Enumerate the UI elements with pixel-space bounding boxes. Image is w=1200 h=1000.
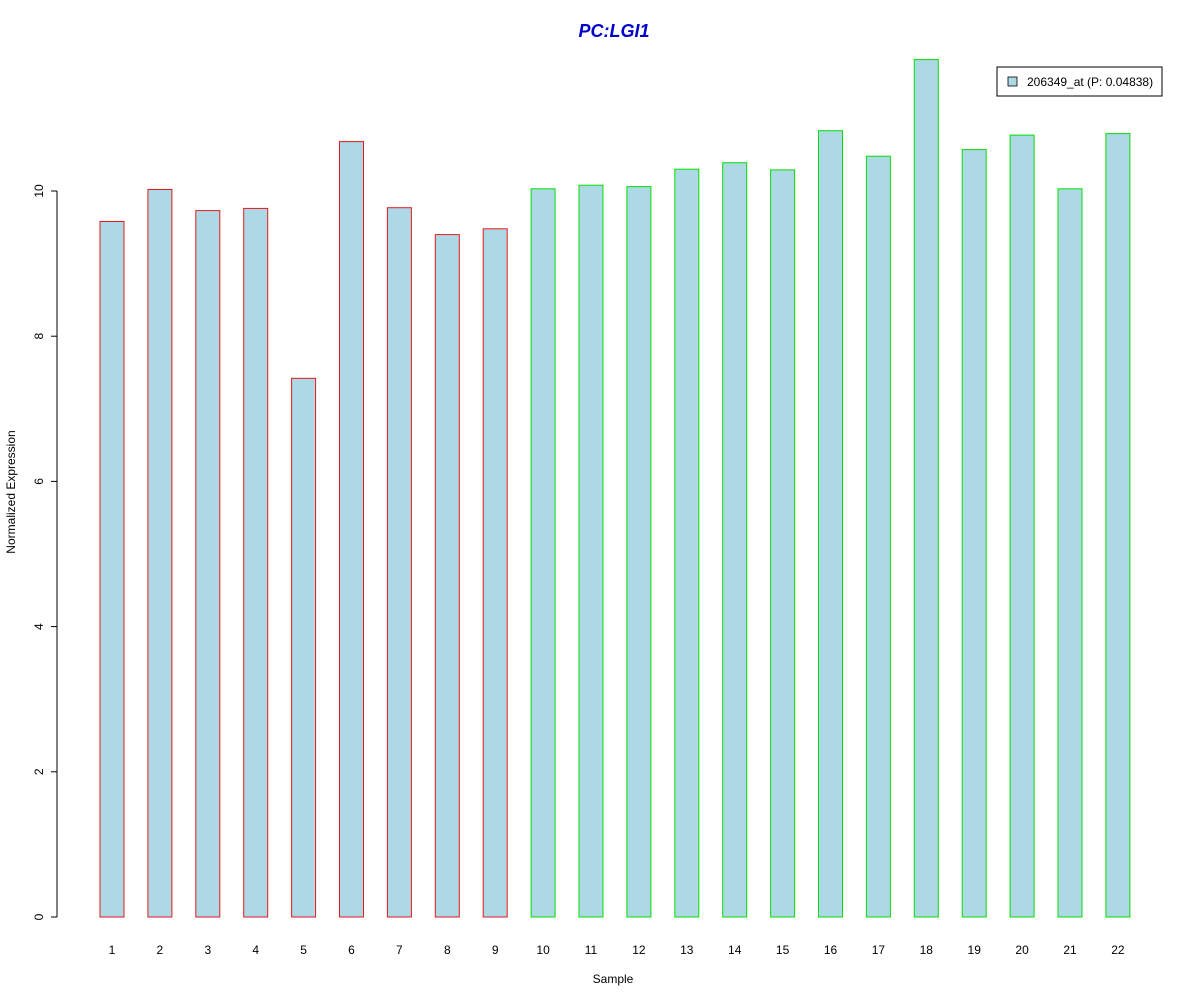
x-tick-labels: 1 2 3 4 5 6 7 8 9 10 11 12 13 14 15 16 17 18 19 20 21 22 xyxy=(109,943,1125,957)
x-tick-label: 11 xyxy=(585,943,598,957)
y-tick-label: 2 xyxy=(32,768,46,775)
bar-sample-13 xyxy=(674,168,700,918)
bar-sample-14 xyxy=(722,162,748,918)
y-tick-label: 6 xyxy=(32,478,46,485)
bar-sample-19 xyxy=(961,149,987,918)
bar-sample-10 xyxy=(530,188,556,918)
x-tick-label: 8 xyxy=(444,943,451,957)
x-axis-label: Sample xyxy=(593,972,634,986)
y-tick-label: 10 xyxy=(32,184,46,198)
x-tick-label: 4 xyxy=(252,943,259,957)
x-tick-label: 15 xyxy=(776,943,790,957)
bar-sample-6 xyxy=(339,141,364,918)
legend-box xyxy=(996,66,1163,97)
x-tick-label: 2 xyxy=(157,943,164,957)
bar-sample-22 xyxy=(1105,133,1131,918)
bar-sample-11 xyxy=(578,184,604,918)
x-tick-label: 5 xyxy=(300,943,307,957)
bar-sample-5 xyxy=(291,377,317,918)
bar-sample-4 xyxy=(243,207,269,918)
bar-sample-9 xyxy=(482,228,508,918)
bar-sample-21 xyxy=(1057,188,1083,918)
x-tick-label: 16 xyxy=(824,943,838,957)
x-tick-label: 20 xyxy=(1015,943,1029,957)
y-tick-label: 8 xyxy=(32,333,46,340)
x-tick-label: 3 xyxy=(204,943,211,957)
x-tick-label: 9 xyxy=(492,943,499,957)
x-tick-label: 7 xyxy=(396,943,403,957)
chart-title: PC:LGI1 xyxy=(578,21,649,41)
bar-sample-15 xyxy=(770,169,796,918)
x-tick-label: 10 xyxy=(536,943,550,957)
bar-sample-16 xyxy=(818,130,843,918)
bars-group xyxy=(99,59,1131,918)
bar-sample-3 xyxy=(195,210,221,918)
bar-sample-1 xyxy=(99,221,125,918)
x-tick-label: 17 xyxy=(872,943,886,957)
y-tick-label: 0 xyxy=(32,913,46,920)
y-tick-label: 4 xyxy=(32,623,46,630)
bar-sample-17 xyxy=(865,155,891,918)
bar-sample-2 xyxy=(147,189,173,918)
x-tick-label: 1 xyxy=(109,943,116,957)
bar-sample-7 xyxy=(386,207,412,918)
x-tick-label: 6 xyxy=(348,943,355,957)
x-tick-label: 19 xyxy=(968,943,982,957)
bar-sample-20 xyxy=(1009,134,1035,918)
x-tick-label: 14 xyxy=(728,943,742,957)
legend: 206349_at (P: 0.04838) xyxy=(996,66,1163,97)
x-tick-label: 22 xyxy=(1111,943,1125,957)
bar-sample-18 xyxy=(913,59,939,918)
bar-sample-12 xyxy=(626,186,652,918)
x-tick-label: 18 xyxy=(920,943,934,957)
y-axis-label: Normalized Expression xyxy=(4,430,18,553)
legend-swatch xyxy=(1007,76,1018,87)
x-tick-label: 13 xyxy=(680,943,694,957)
bar-sample-8 xyxy=(434,234,460,918)
x-tick-label: 12 xyxy=(632,943,646,957)
y-axis: 0 2 4 6 8 10 xyxy=(32,184,58,920)
x-tick-label: 21 xyxy=(1063,943,1077,957)
legend-label: 206349_at (P: 0.04838) xyxy=(1027,75,1153,89)
